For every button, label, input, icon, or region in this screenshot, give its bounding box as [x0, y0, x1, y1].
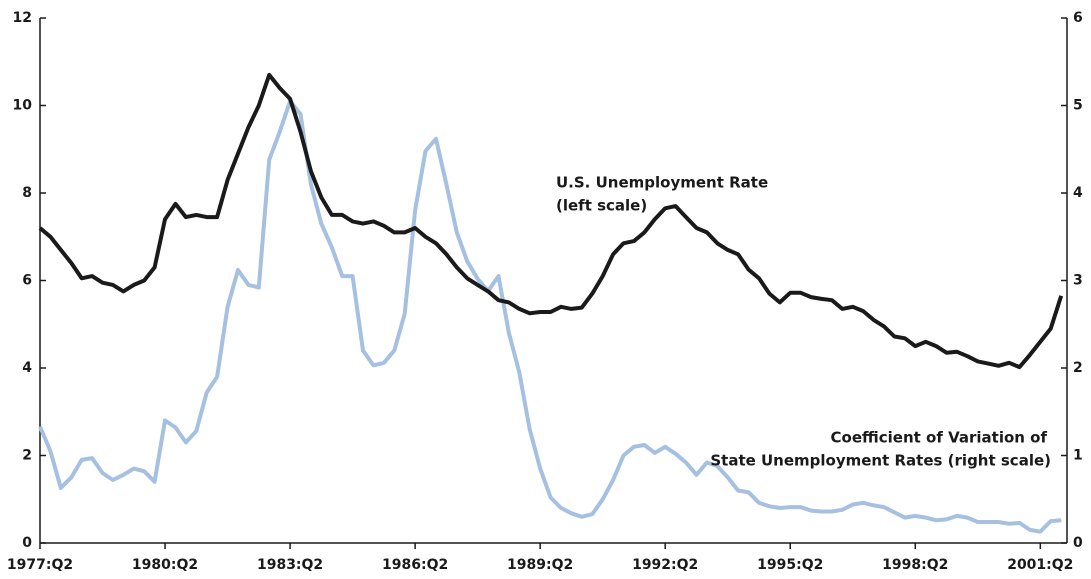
- y2-tick-label: 3: [1073, 273, 1083, 289]
- annotation: Coefficient of Variation of: [831, 429, 1048, 447]
- x-tick-label: 1977:Q2: [7, 557, 73, 573]
- x-tick-label: 1995:Q2: [757, 557, 823, 573]
- y-tick-label: 8: [22, 185, 32, 201]
- y-tick-label: 4: [22, 360, 32, 376]
- annotation: (left scale): [556, 197, 647, 215]
- y-tick-label: 10: [13, 98, 33, 114]
- y2-tick-label: 5: [1073, 98, 1083, 114]
- y-tick-label: 0: [22, 535, 32, 551]
- y-tick-label: 6: [22, 273, 32, 289]
- y2-tick-label: 4: [1073, 185, 1083, 201]
- y2-tick-label: 1: [1073, 448, 1083, 464]
- x-tick-label: 1983:Q2: [257, 557, 323, 573]
- y-tick-label: 2: [22, 448, 32, 464]
- y-tick-label: 12: [13, 10, 32, 26]
- annotation: U.S. Unemployment Rate: [556, 174, 768, 192]
- x-tick-label: 1986:Q2: [382, 557, 448, 573]
- x-tick-label: 2001:Q2: [1007, 557, 1073, 573]
- x-tick-label: 1989:Q2: [507, 557, 573, 573]
- x-tick-label: 1998:Q2: [882, 557, 948, 573]
- x-tick-label: 1992:Q2: [632, 557, 698, 573]
- series-line: [38, 72, 1064, 370]
- x-tick-label: 1980:Q2: [132, 557, 198, 573]
- y2-tick-label: 2: [1073, 360, 1083, 376]
- y2-tick-label: 0: [1073, 535, 1083, 551]
- annotation: State Unemployment Rates (right scale): [710, 452, 1051, 470]
- y2-tick-label: 6: [1073, 10, 1083, 26]
- series-line: [38, 99, 1062, 534]
